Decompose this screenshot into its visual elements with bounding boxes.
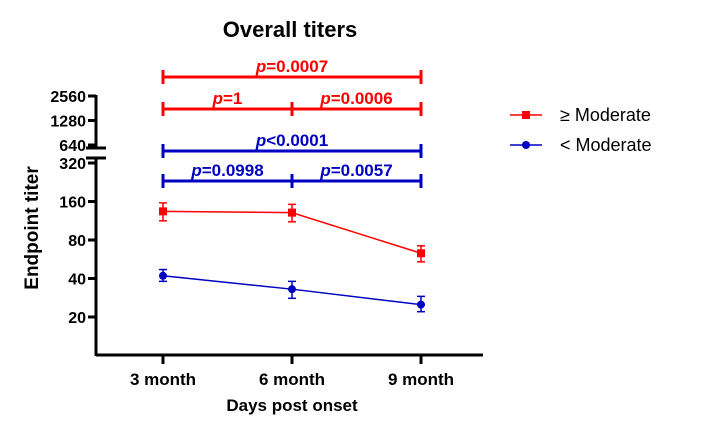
data-point <box>417 300 425 309</box>
x-tick-label: 3 month <box>130 370 196 389</box>
series <box>159 202 425 263</box>
p-value-label: p=0.0006 <box>319 89 392 108</box>
p-value-label: p=0.0998 <box>190 161 263 180</box>
p-value-label: p<0.0001 <box>255 131 328 150</box>
legend-label: ≥ Moderate <box>560 105 651 125</box>
x-axis-label: Days post onset <box>226 396 358 415</box>
y-tick-label: 320 <box>59 156 86 173</box>
y-tick-label: 40 <box>68 272 86 289</box>
y-axis-label: Endpoint titer <box>22 166 43 290</box>
significance-brackets: p=0.0007 p=1 p=0.0006 p<0.0001 p=0.0998 p=0.0… <box>161 57 423 188</box>
x-tick-label: 6 month <box>259 370 325 389</box>
series-group <box>159 202 425 313</box>
p-value-label: p=0.0007 <box>255 57 328 76</box>
data-point <box>288 285 296 294</box>
legend: ≥ Moderate < Moderate <box>510 105 652 155</box>
data-point <box>288 208 296 217</box>
significance-bracket: p=0.0057 <box>290 161 423 188</box>
y-tick-label: 20 <box>68 310 86 327</box>
legend-item: ≥ Moderate <box>510 105 651 125</box>
y-tick-label: 640 <box>59 138 86 155</box>
significance-bracket: p<0.0001 <box>161 131 423 158</box>
data-point <box>417 249 425 258</box>
x-axis: 3 month 6 month 9 month <box>96 353 483 389</box>
legend-item: < Moderate <box>510 135 652 155</box>
data-point <box>159 207 167 216</box>
y-tick-label: 160 <box>59 195 86 212</box>
significance-bracket: p=0.0998 <box>161 161 294 188</box>
significance-bracket: p=1 <box>161 89 294 116</box>
data-point <box>159 271 167 280</box>
y-tick-label: 1280 <box>50 114 86 131</box>
p-value-label: p=0.0057 <box>319 161 392 180</box>
y-tick-label: 80 <box>68 233 86 250</box>
x-tick-label: 9 month <box>388 370 454 389</box>
significance-bracket: p=0.0006 <box>290 89 423 116</box>
significance-bracket: p=0.0007 <box>161 57 423 84</box>
legend-marker <box>522 141 530 149</box>
series <box>159 268 425 313</box>
chart-title: Overall titers <box>223 17 358 42</box>
legend-label: < Moderate <box>560 135 652 155</box>
y-tick-label: 2560 <box>50 89 86 106</box>
legend-marker <box>522 111 530 119</box>
p-value-label: p=1 <box>212 89 243 108</box>
